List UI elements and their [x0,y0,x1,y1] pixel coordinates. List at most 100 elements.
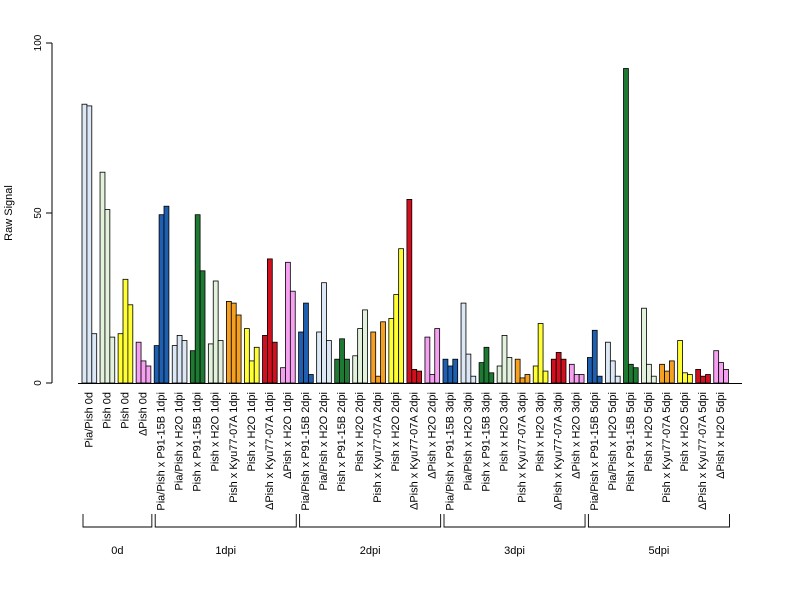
group-label: 5dpi [649,545,670,557]
bar [262,334,268,384]
bar [429,374,436,384]
bar [568,363,575,384]
bar [307,374,314,384]
group-label: 3dpi [504,545,525,557]
bar [542,370,549,384]
bar [145,365,152,384]
bar [416,370,423,384]
bar [199,270,206,384]
bar [303,302,309,384]
x-tick-label: Pish 0d [119,392,131,429]
bar [501,334,508,384]
x-tick-label: ΔPish x Kyu77-07A 2dpi [408,392,420,510]
bar [650,375,657,384]
bar [687,374,693,384]
bar [189,350,196,384]
bar [705,374,711,384]
bar [253,346,260,384]
bar [86,105,93,384]
bar [122,278,129,384]
x-tick-label: Pish 0d [101,392,113,429]
bar [605,341,611,384]
x-tick-label: Pish x H2O 5dpi [679,392,691,471]
x-tick-label: ΔPish x H2O 1dpi [282,392,294,479]
bar [117,333,124,384]
bar [447,365,454,384]
bar [532,365,539,384]
bar [99,171,106,384]
bars [81,68,729,384]
x-tick-label: Pish x P91-15B 5dpi [625,392,637,492]
x-tick-label: Pia/Pish x P91-15B 5dpi [589,392,601,511]
group-label: 1dpi [215,545,236,557]
bar [587,357,593,384]
bar [244,328,250,384]
bar [465,353,472,384]
x-tick-label: Pish x H2O 1dpi [210,392,222,471]
x-tick-label: Pish x Kyu77-07A 1dpi [228,392,240,503]
group-bracket [587,514,730,528]
bar [298,331,304,384]
group-bracket [154,514,297,528]
x-tick-label: Pish x H2O 3dpi [535,392,547,471]
x-tick-label: Pish x Kyu77-07A 3dpi [517,392,529,503]
bar [560,358,567,384]
bar [321,282,327,384]
y-tick-label: 100 [33,34,44,51]
group-label: 2dpi [360,545,381,557]
group-brackets: 0d 1dpi 2dpi 3dpi 5dpi [82,514,730,557]
bar [519,377,526,384]
bar [140,360,147,384]
bar [506,357,513,384]
bar [664,370,670,384]
x-tick-label: Pia/Pish x H2O 1dpi [174,392,186,490]
bar [682,372,688,384]
bar [478,362,485,384]
x-tick-label: ΔPish x Kyu77-07A 1dpi [264,392,276,510]
group-bracket [82,514,153,528]
bar [677,340,683,384]
bar [326,340,332,384]
bar [127,304,134,384]
group-label: 0d [111,545,123,557]
bar [424,336,431,384]
bar [393,294,400,384]
x-tick-label: Pia/Pish x P91-15B 2dpi [300,392,312,511]
bar [334,358,341,384]
x-tick-label: ΔPish x H2O 5dpi [715,392,727,479]
bar [135,341,142,384]
x-tick-label: ΔPish 0d [138,392,150,436]
x-tick-label: Pia/Pish x H2O 2dpi [318,392,330,490]
bar [230,302,237,384]
bar [380,321,386,384]
x-tick-label: Pia/Pish x P91-15B 3dpi [444,392,456,511]
group-bracket [443,514,586,528]
bar [496,365,503,384]
bar [375,375,382,384]
bar [285,261,291,384]
bar [280,367,286,384]
x-tick-label: Pish x Kyu77-07A 5dpi [661,392,673,503]
x-tick-label: Pish x H2O 3dpi [499,392,511,471]
bar [695,368,702,384]
bar [225,300,232,384]
x-tick-label: Pish x H2O 1dpi [246,392,258,471]
bar [442,358,449,384]
bar [524,374,531,384]
bar [181,340,188,384]
group-bracket [299,514,442,528]
bar [344,358,350,384]
bar [470,375,477,384]
bar [163,205,170,384]
bar [352,355,359,384]
bar [555,351,562,384]
bar [370,331,377,384]
bar [81,103,88,384]
bar [217,340,224,384]
bar [578,374,585,384]
bar [483,346,490,384]
bar [207,343,214,384]
x-tick-label: Pish x P91-15B 3dpi [480,392,492,492]
bar [316,331,322,384]
y-axis: 0 50 100 [33,34,53,386]
